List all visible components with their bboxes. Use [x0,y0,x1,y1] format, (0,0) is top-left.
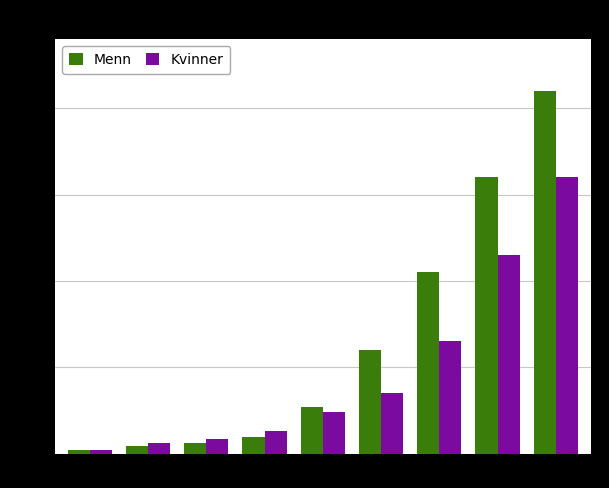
Bar [301,407,323,454]
Bar [90,449,112,454]
Bar [126,446,148,454]
Legend: Menn, Kvinner: Menn, Kvinner [62,46,230,74]
Bar [242,437,264,454]
Bar [533,91,556,454]
Bar [206,439,228,454]
Bar [359,350,381,454]
Bar [184,443,206,454]
Bar [148,444,170,454]
Bar [476,177,498,454]
Bar [381,393,403,454]
Bar [439,342,462,454]
Bar [323,412,345,454]
Bar [68,449,90,454]
Bar [264,431,287,454]
Bar [556,177,578,454]
Bar [498,255,519,454]
Bar [417,272,439,454]
